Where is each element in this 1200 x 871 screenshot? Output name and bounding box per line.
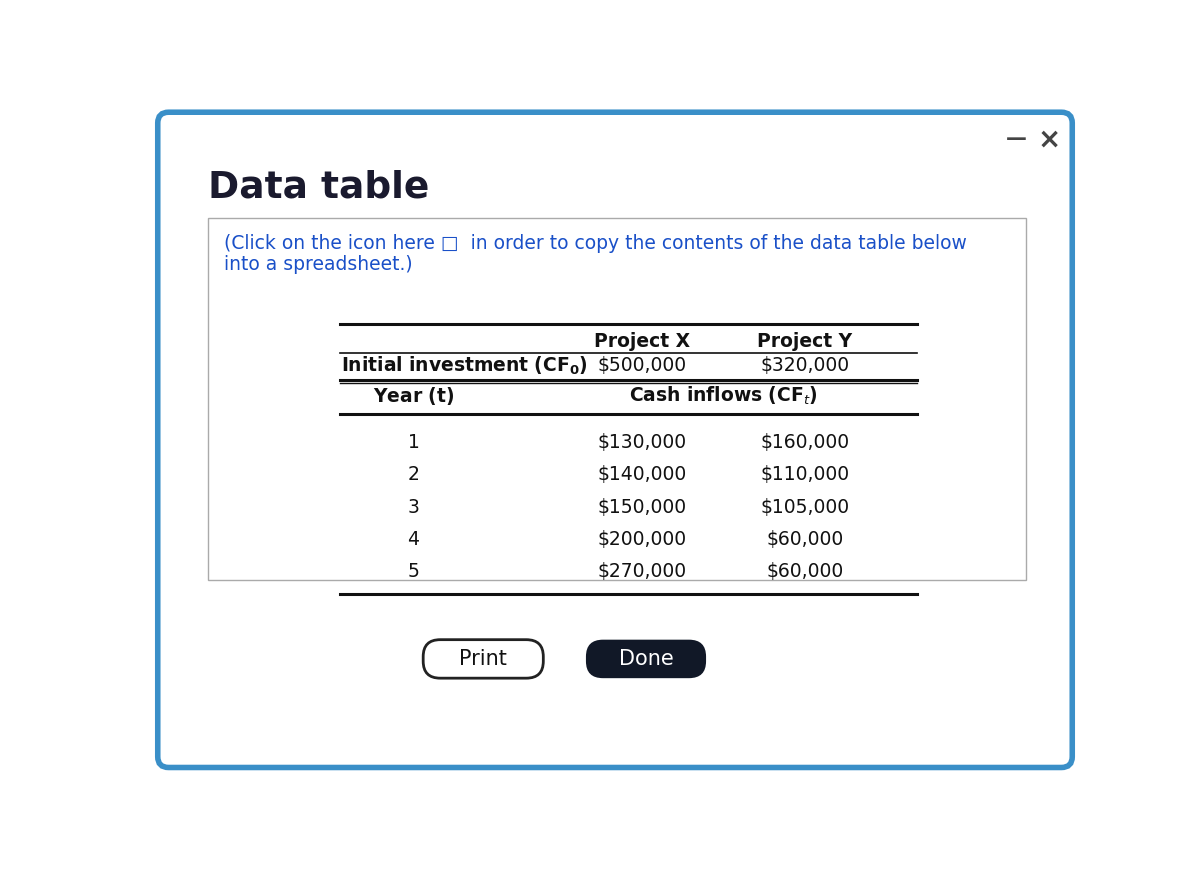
FancyBboxPatch shape xyxy=(157,112,1073,767)
Text: $110,000: $110,000 xyxy=(761,465,850,484)
Text: Project Y: Project Y xyxy=(757,332,852,351)
Text: 4: 4 xyxy=(408,530,420,549)
Text: $140,000: $140,000 xyxy=(598,465,686,484)
Text: $105,000: $105,000 xyxy=(761,497,850,517)
Text: 2: 2 xyxy=(408,465,420,484)
Text: $60,000: $60,000 xyxy=(767,530,844,549)
Text: Data table: Data table xyxy=(208,170,430,206)
Text: $270,000: $270,000 xyxy=(598,563,686,582)
Text: $320,000: $320,000 xyxy=(761,356,850,375)
Text: —: — xyxy=(1006,129,1027,149)
Text: $500,000: $500,000 xyxy=(598,356,686,375)
Text: Done: Done xyxy=(619,649,673,669)
Text: $150,000: $150,000 xyxy=(598,497,686,517)
Text: Project X: Project X xyxy=(594,332,690,351)
Text: ×: × xyxy=(1037,125,1061,153)
Text: 5: 5 xyxy=(408,563,420,582)
Text: $\mathbf{Cash\ inflows\ (CF_{\mathit{t}})}$: $\mathbf{Cash\ inflows\ (CF_{\mathit{t}}… xyxy=(629,384,818,407)
Text: 1: 1 xyxy=(408,433,420,452)
Text: 3: 3 xyxy=(408,497,420,517)
Text: $200,000: $200,000 xyxy=(598,530,686,549)
Text: Print: Print xyxy=(460,649,508,669)
Text: $160,000: $160,000 xyxy=(761,433,850,452)
Text: $\mathbf{Year\ (}$$\mathit{\mathbf{t}}\mathbf{)}$: $\mathbf{Year\ (}$$\mathit{\mathbf{t}}\m… xyxy=(373,385,454,407)
Text: $\mathbf{Initial\ investment\ (CF_0)}$: $\mathbf{Initial\ investment\ (CF_0)}$ xyxy=(342,354,588,376)
Text: $60,000: $60,000 xyxy=(767,563,844,582)
FancyBboxPatch shape xyxy=(586,639,706,679)
FancyBboxPatch shape xyxy=(424,639,544,679)
FancyBboxPatch shape xyxy=(208,219,1026,580)
Text: $130,000: $130,000 xyxy=(598,433,686,452)
Text: (Click on the icon here □  in order to copy the contents of the data table below: (Click on the icon here □ in order to co… xyxy=(223,234,966,253)
Text: into a spreadsheet.): into a spreadsheet.) xyxy=(223,255,413,274)
